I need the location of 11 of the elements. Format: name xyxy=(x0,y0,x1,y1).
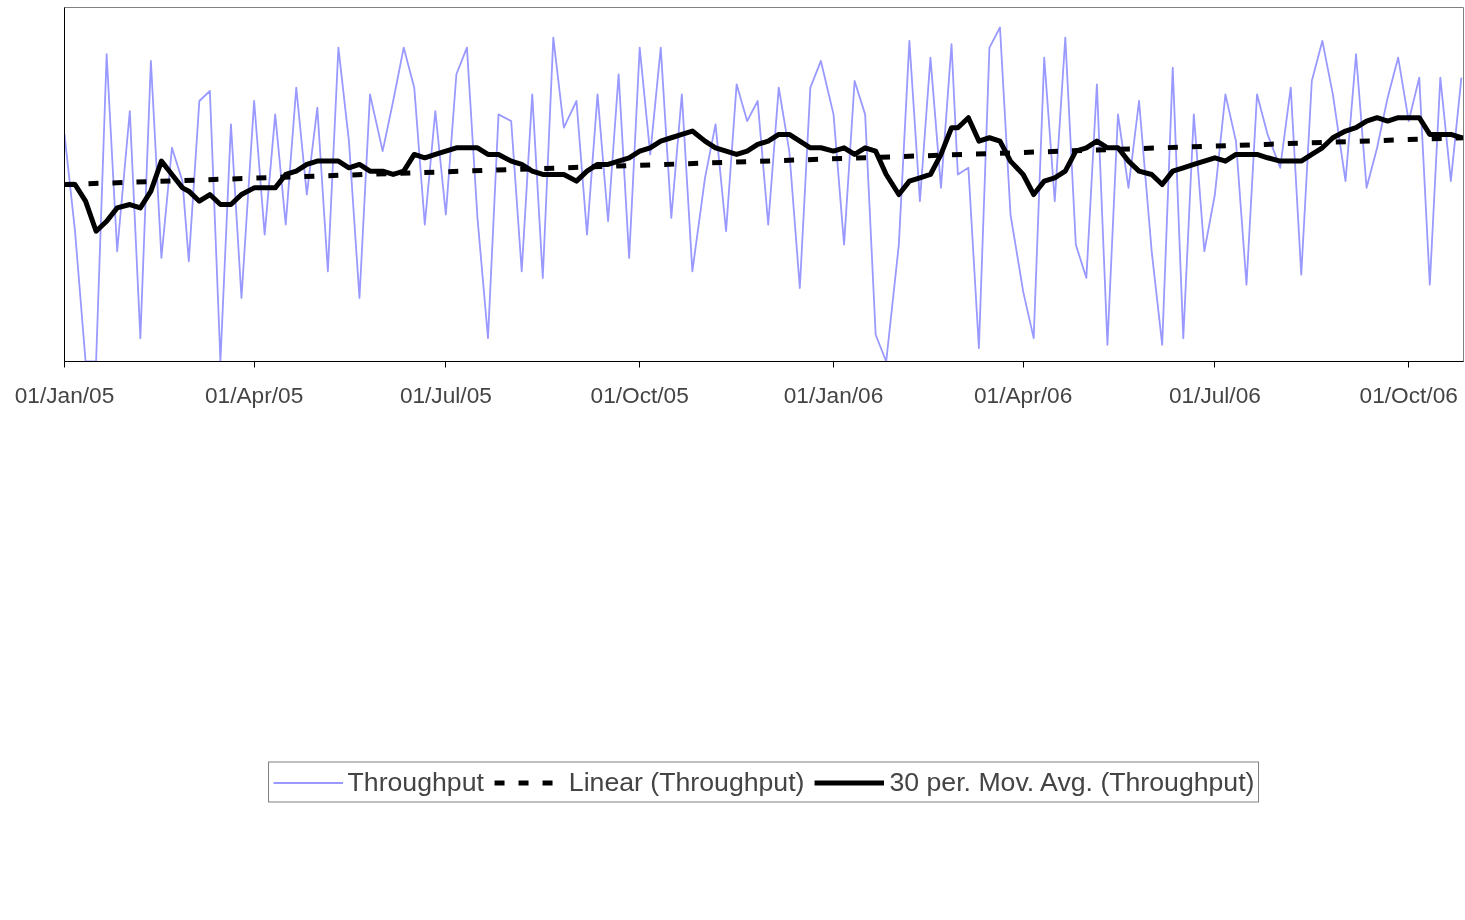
x-tick-label: 01/Jul/06 xyxy=(1168,381,1261,408)
x-tick-label: 01/Apr/06 xyxy=(974,381,1073,408)
x-tick-label: 01/Jul/05 xyxy=(399,381,492,408)
x-tick-label: 01/Oct/06 xyxy=(1359,381,1458,408)
x-tick-label: 01/Oct/05 xyxy=(590,381,689,408)
x-tick-label: 01/Jan/06 xyxy=(783,381,884,408)
legend-label: 30 per. Mov. Avg. (Throughput) xyxy=(889,766,1255,798)
x-tick-label: 01/Apr/05 xyxy=(205,381,304,408)
x-tick-label: 01/Jan/05 xyxy=(14,381,115,408)
legend-label: Linear (Throughput) xyxy=(568,766,805,798)
legend-label: Throughput xyxy=(347,766,484,798)
